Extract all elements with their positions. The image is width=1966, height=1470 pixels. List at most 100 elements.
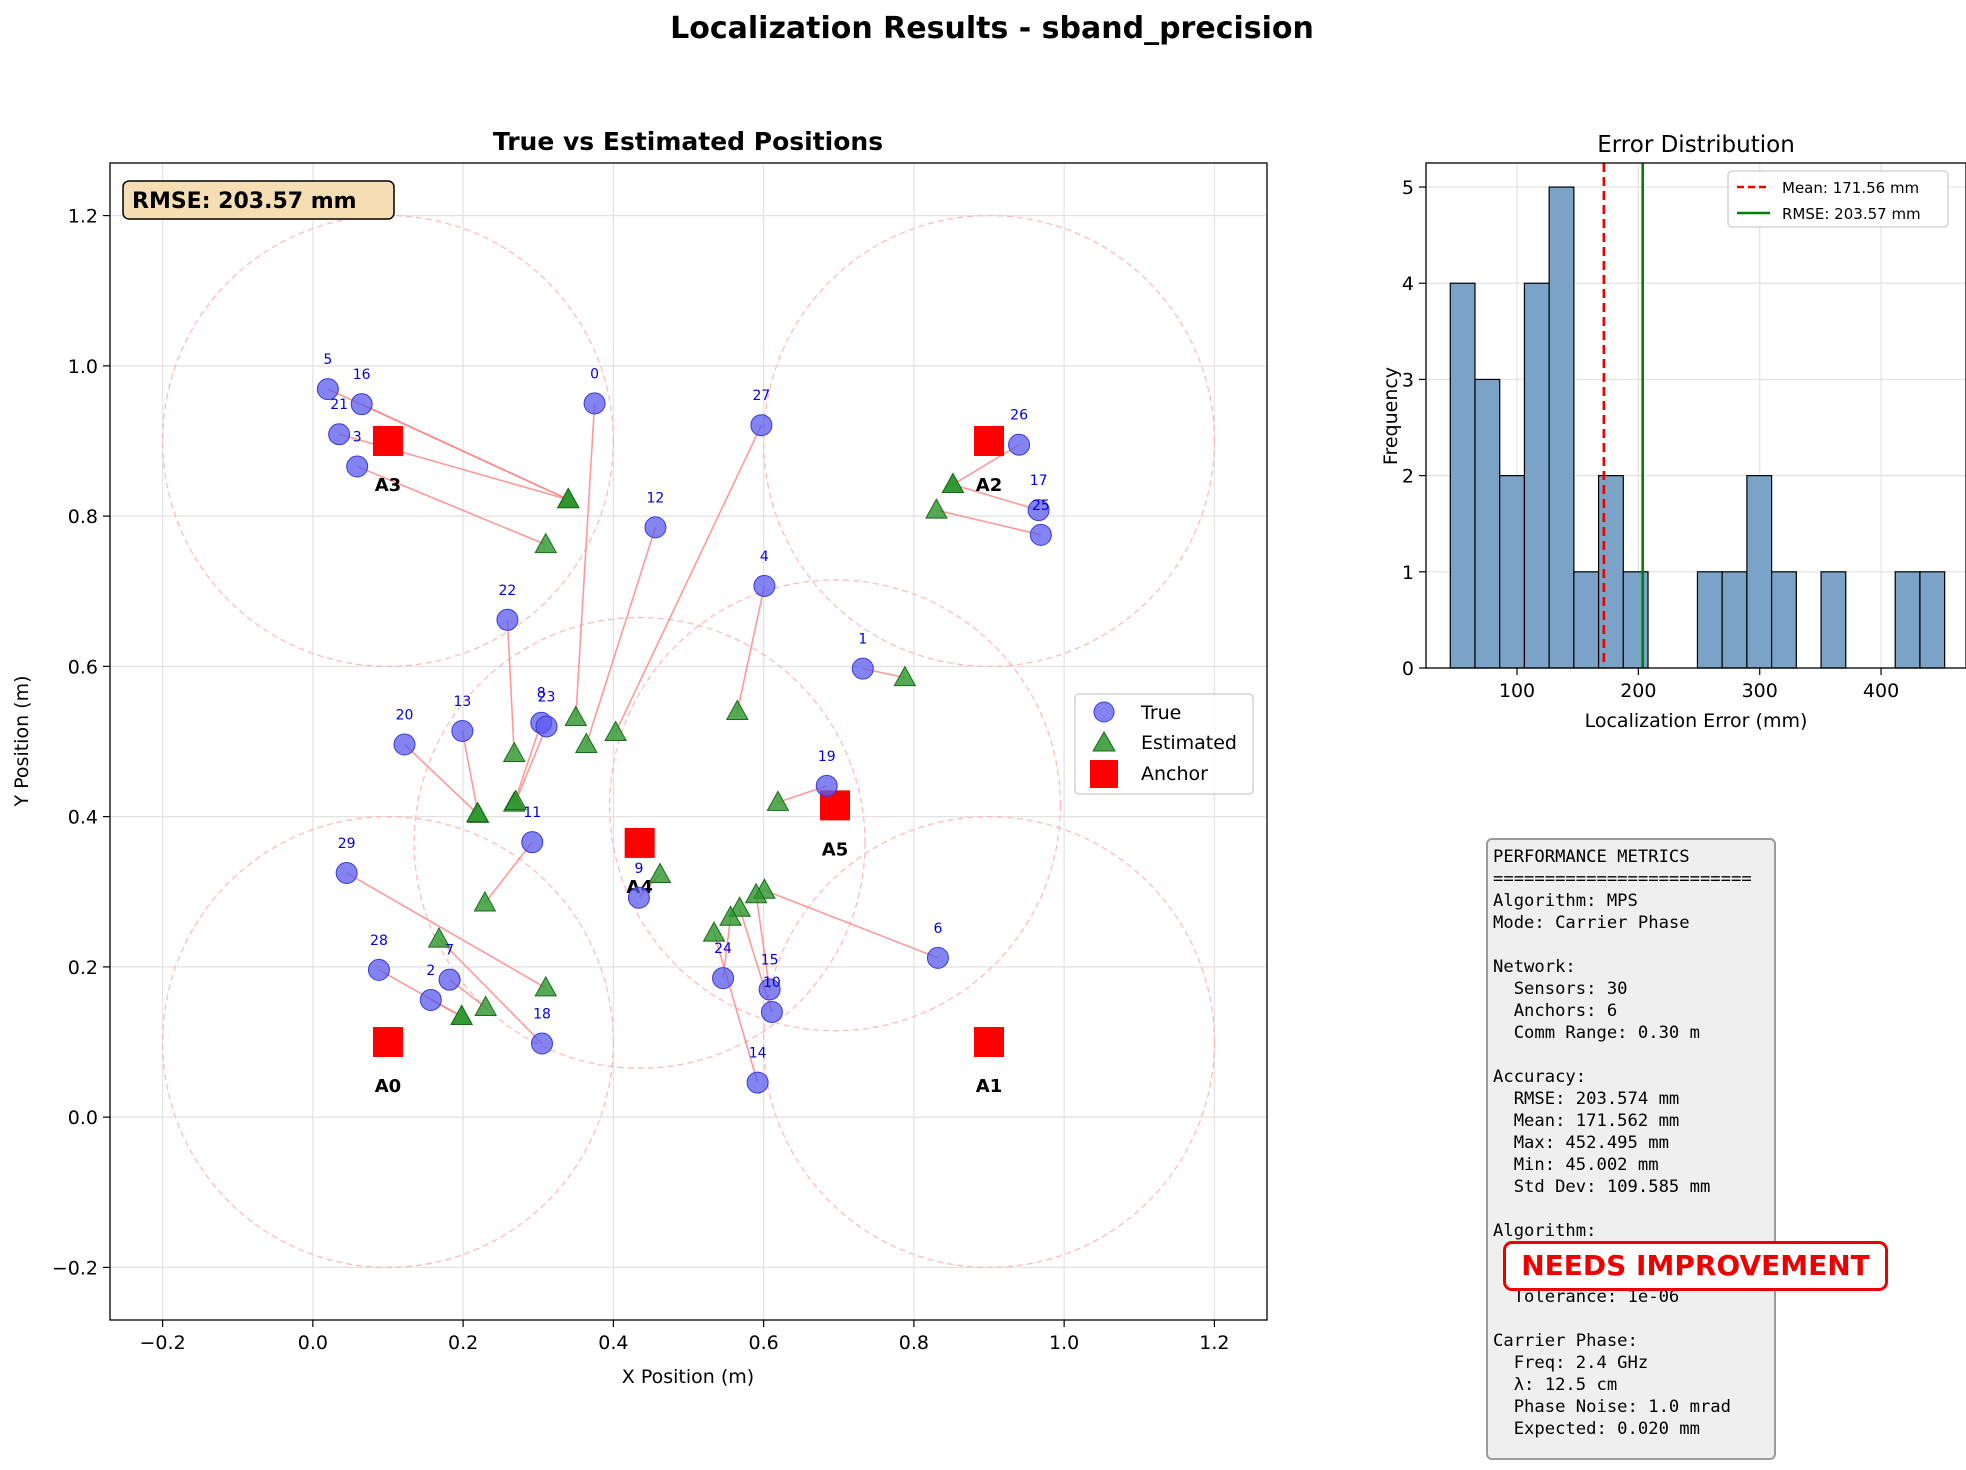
histogram-ytick-label: 4: [1402, 273, 1414, 295]
true-point: [627, 886, 650, 909]
true-point: [712, 967, 735, 990]
node-label: 10: [763, 975, 781, 991]
node-label: 14: [749, 1046, 767, 1062]
histogram-xtick-label: 200: [1620, 680, 1656, 702]
node-label: 27: [752, 388, 770, 404]
histogram-bars: [1449, 186, 1946, 669]
true-point: [644, 516, 667, 539]
true-point: [535, 715, 558, 738]
legend-estimated-label: Estimated: [1141, 732, 1237, 754]
histogram-ylabel: Frequency: [1380, 367, 1402, 465]
metrics-line: [1493, 934, 1769, 956]
comm-range-circles: [161, 214, 1216, 1269]
estimated-point: [893, 665, 917, 687]
node-label: 5: [323, 352, 332, 368]
node-label: 0: [590, 366, 599, 382]
histogram-bar: [1474, 378, 1501, 669]
node-label: 2: [426, 963, 435, 979]
estimated-point: [427, 927, 451, 948]
true-point: [346, 455, 369, 478]
node-label: 20: [396, 708, 414, 724]
error-line: [506, 619, 515, 754]
histogram-xlabel: Localization Error (mm): [1585, 710, 1808, 732]
error-line: [356, 465, 547, 546]
scatter-xtick-label: 0.6: [749, 1332, 779, 1354]
node-label: 21: [330, 397, 348, 413]
histogram-bar: [1597, 475, 1624, 669]
histogram-bar: [1919, 571, 1946, 669]
node-label: 13: [453, 694, 471, 710]
scatter-frame: [109, 162, 1268, 1321]
true-point: [1027, 499, 1050, 522]
estimated-point: [564, 705, 588, 726]
metrics-line: RMSE: 203.574 mm: [1493, 1089, 1680, 1109]
histogram-frame: [1425, 162, 1966, 669]
true-points: [316, 378, 1052, 1094]
rmse-annotation: RMSE: 203.57 mm: [122, 180, 395, 220]
node-label: 22: [499, 583, 517, 599]
anchor-marker: [974, 425, 1005, 456]
true-point: [815, 774, 838, 797]
true-point: [851, 657, 874, 680]
legend-anchor-marker: [1090, 760, 1118, 788]
node-label: 25: [1032, 498, 1050, 514]
node-label: 19: [818, 749, 836, 765]
error-line: [755, 894, 771, 990]
estimated-point: [556, 487, 580, 509]
node-label: 16: [353, 367, 371, 383]
anchor-label: A2: [976, 475, 1002, 496]
metrics-line: Expected: 0.020 mm: [1493, 1419, 1700, 1439]
node-label: 15: [761, 952, 779, 968]
anchor-marker: [974, 1027, 1005, 1058]
comm-range-circle: [413, 616, 866, 1069]
rmse-annotation-text: RMSE: 203.57 mm: [132, 189, 357, 214]
node-label: 3: [353, 430, 362, 446]
histogram-panel: Error Distribution 100 200 300 400 0 1 2 3 4 5 Lo…: [1380, 132, 1966, 732]
error-line: [952, 483, 1039, 511]
histogram-ticks: 100 200 300 400 0 1 2 3 4 5: [1402, 177, 1899, 702]
true-point: [530, 1032, 553, 1055]
metrics-line: PERFORMANCE METRICS: [1493, 847, 1690, 867]
scatter-xtick-label: 0.0: [298, 1332, 328, 1354]
true-point: [1029, 523, 1052, 546]
estimated-point: [450, 1004, 473, 1025]
metrics-line: [1493, 1308, 1769, 1330]
anchors: A0A1A2A3A4A5: [372, 425, 1005, 1097]
metrics-line: =========================: [1493, 869, 1752, 889]
estimated-point: [474, 995, 497, 1016]
scatter-ytick-label: 0.6: [68, 656, 98, 678]
legend-estimated-marker: [1092, 731, 1116, 752]
node-label: 18: [533, 1007, 551, 1023]
true-point: [316, 378, 339, 401]
error-line: [936, 509, 1042, 536]
legend-true-label: True: [1140, 702, 1181, 724]
histogram-legend: Mean: 171.56 mm RMSE: 203.57 mm: [1727, 170, 1949, 228]
performance-metrics-panel: PERFORMANCE METRICS =====================…: [1486, 838, 1776, 1460]
true-point: [521, 831, 544, 854]
estimated-point: [504, 789, 528, 811]
scatter-ytick-label: 1.2: [68, 206, 98, 228]
histogram-bar: [1696, 571, 1723, 669]
scatter-ytick-label: 0.2: [68, 957, 98, 979]
metrics-line: Phase Noise: 1.0 mrad: [1493, 1397, 1731, 1417]
anchor-label: A0: [375, 1076, 401, 1097]
true-point: [451, 719, 474, 742]
true-point: [419, 988, 442, 1011]
error-line: [346, 872, 547, 989]
legend-anchor-label: Anchor: [1141, 763, 1208, 785]
histogram-bar: [1771, 571, 1797, 669]
estimated-point: [925, 498, 948, 519]
true-point: [1008, 433, 1031, 456]
metrics-line: Network:: [1493, 957, 1576, 977]
node-label: 9: [634, 861, 643, 877]
error-line: [361, 403, 569, 501]
histogram-bar: [1499, 475, 1526, 669]
metrics-line: Max: 452.495 mm: [1493, 1133, 1669, 1153]
estimated-point: [766, 790, 790, 811]
error-line: [764, 889, 939, 959]
error-line: [514, 726, 548, 802]
scatter-legend: True Estimated Anchor: [1074, 693, 1254, 795]
comm-range-circle: [609, 579, 1061, 1032]
error-line: [403, 743, 478, 815]
